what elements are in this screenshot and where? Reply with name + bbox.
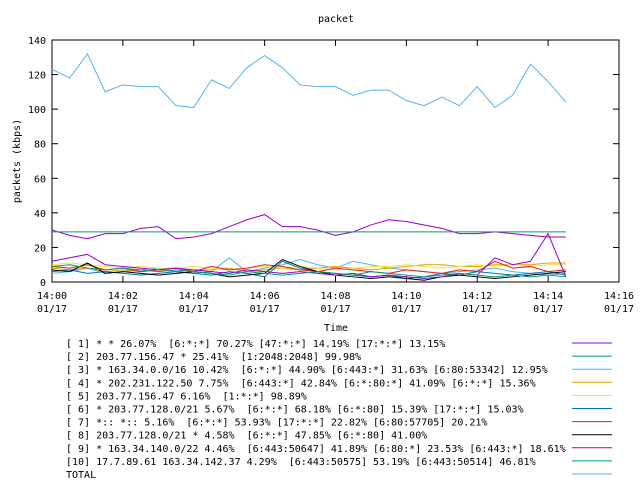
y-tick-label: 120 [28, 71, 46, 82]
legend-label: [ 2] 203.77.156.47 * 25.41% [1:2048:2048… [66, 352, 361, 363]
x-tick-label: 14:02 01/17 [108, 291, 138, 315]
legend-label: [ 4] * 202.231.122.50 7.75% [6:443:*] 42… [66, 378, 536, 389]
legend-label: [ 9] * 163.34.140.0/22 4.46% [6:443:5064… [66, 444, 566, 455]
x-axis-label: Time [324, 323, 348, 334]
y-tick-label: 60 [34, 174, 46, 185]
series-line [51, 258, 566, 281]
series-line [51, 52, 567, 109]
y-tick-label: 80 [34, 140, 46, 151]
legend-label: [ 7] *:: *:: 5.16% [6:*:*] 53.93% [17:*:… [66, 418, 487, 429]
x-tick-label: 14:14 01/17 [533, 291, 563, 315]
legend-label: [ 6] * 203.77.128.0/21 5.67% [6:*:*] 68.… [66, 405, 524, 416]
y-axis-label: packets (kbps) [12, 119, 23, 203]
x-tick-label: 14:00 01/17 [37, 291, 67, 315]
legend-label: TOTAL [66, 470, 96, 480]
y-tick-label: 40 [34, 209, 46, 220]
legend-label: [10] 17.7.89.61 163.34.142.37 4.29% [6:4… [66, 457, 536, 468]
series-line [51, 214, 566, 240]
x-tick-label: 14:16 01/17 [604, 291, 634, 315]
series-line [51, 264, 566, 278]
chart-title: packet [318, 14, 354, 25]
y-tick-label: 140 [28, 36, 46, 47]
y-tick-label: 100 [28, 105, 46, 116]
legend-label: [ 3] * 163.34.0.0/16 10.42% [6:*:*] 44.9… [66, 365, 548, 376]
y-tick-label: 20 [34, 243, 46, 254]
plot-frame [51, 39, 620, 283]
x-tick-label: 14:12 01/17 [462, 291, 492, 315]
legend-label: [ 5] 203.77.156.47 6.16% [1:*:*] 98.89% [66, 391, 307, 402]
x-tick-label: 14:04 01/17 [179, 291, 209, 315]
series-line [51, 262, 566, 271]
legend-label: [ 8] 203.77.128.0/21 * 4.58% [6:*:*] 47.… [66, 431, 427, 442]
x-tick-label: 14:08 01/17 [320, 291, 350, 315]
x-tick-label: 14:10 01/17 [391, 291, 421, 315]
x-tick-label: 14:06 01/17 [250, 291, 280, 315]
series-line [51, 260, 566, 274]
y-tick-label: 0 [40, 278, 46, 289]
legend-label: [ 1] * * 26.07% [6:*:*] 70.27% [47:*:*] … [66, 339, 445, 350]
